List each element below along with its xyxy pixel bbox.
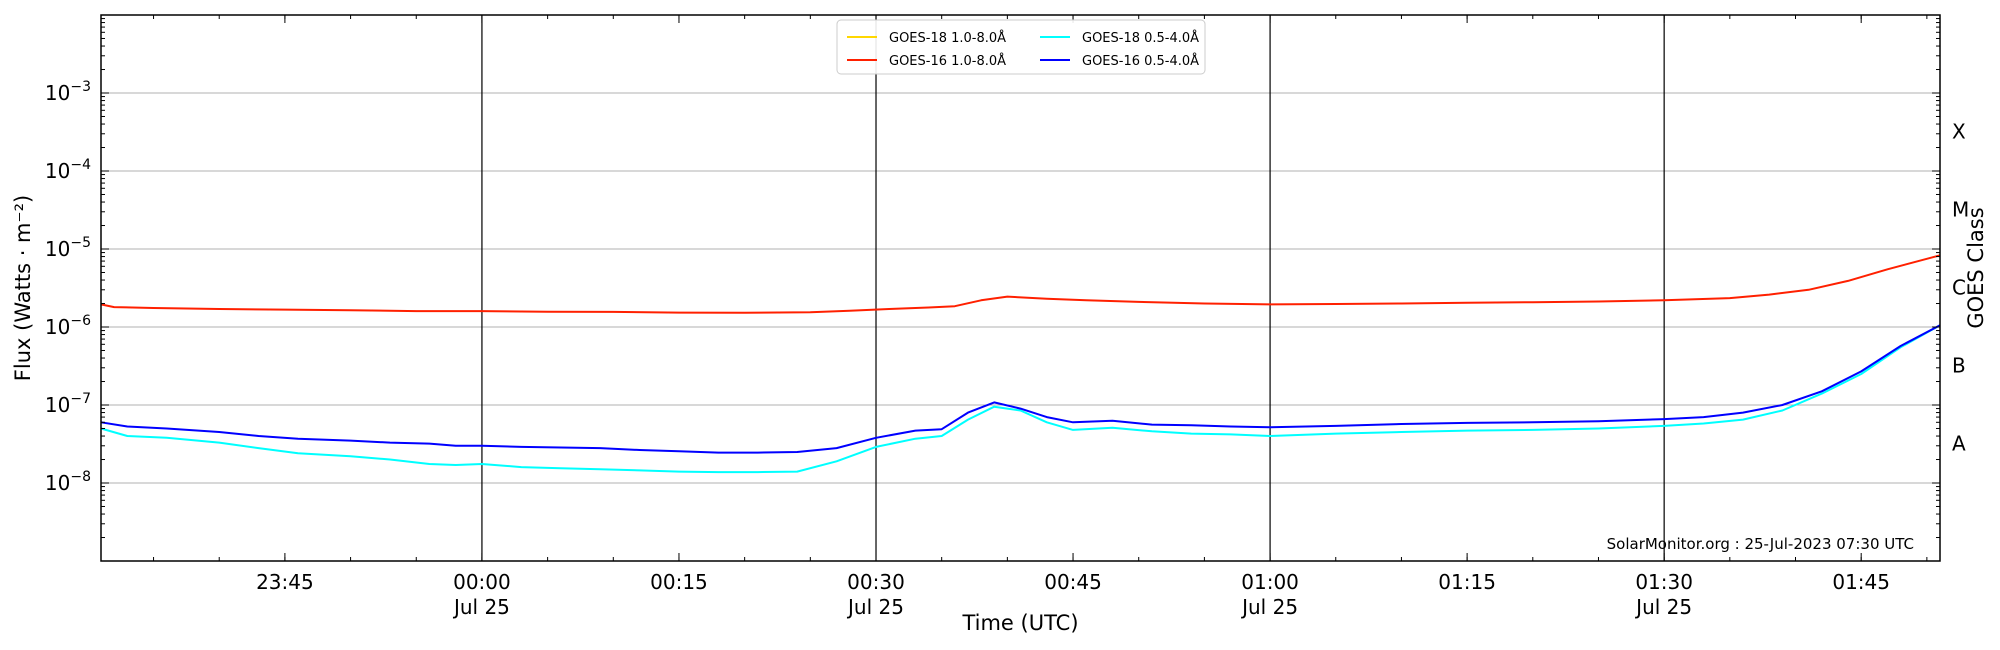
x-tick-label: 01:15	[1438, 570, 1496, 594]
x-tick-label: 01:30	[1635, 570, 1693, 594]
x-tick-label: 23:45	[256, 570, 314, 594]
goes-class-label: M	[1952, 198, 1969, 222]
x-tick-date-label: Jul 25	[846, 595, 904, 619]
y-tick-label: 10−6	[45, 313, 91, 339]
goes-class-label: X	[1952, 120, 1966, 144]
x-tick-date-label: Jul 25	[1634, 595, 1692, 619]
x-tick-label: 01:00	[1241, 570, 1299, 594]
x-tick-label: 00:30	[847, 570, 905, 594]
x-tick-label: 01:45	[1832, 570, 1890, 594]
goes-class-axis-label: GOES Class	[1964, 207, 1988, 328]
x-tick-label: 00:45	[1044, 570, 1102, 594]
x-tick-date-label: Jul 25	[1240, 595, 1298, 619]
plot-frame	[100, 14, 1941, 562]
x-axis-label: Time (UTC)	[961, 611, 1078, 635]
y-tick-label: 10−5	[45, 235, 91, 261]
y-tick-label: 10−7	[45, 391, 91, 417]
legend-entry: GOES-16 1.0-8.0Å	[889, 53, 1006, 69]
goes-class-label: C	[1952, 276, 1966, 300]
goes-class-label: B	[1952, 354, 1966, 378]
x-tick-date-label: Jul 25	[452, 595, 510, 619]
legend: GOES-18 1.0-8.0Å GOES-16 1.0-8.0Å GOES-18 …	[836, 19, 1206, 75]
legend-entry: GOES-18 1.0-8.0Å	[889, 30, 1006, 46]
flux-series	[100, 254, 1941, 474]
credit-text: SolarMonitor.org : 25-Jul-2023 07:30 UTC	[1607, 535, 1914, 553]
y-tick-label: 10−8	[45, 469, 91, 495]
series-line	[100, 324, 1941, 454]
legend-entry: GOES-18 0.5-4.0Å	[1082, 30, 1199, 46]
y-axis-label: Flux (Watts · m⁻²)	[11, 195, 35, 381]
day-separator-lines	[481, 15, 1665, 561]
y-tick-label: 10−4	[45, 157, 91, 183]
y-tick-label: 10−3	[45, 79, 91, 105]
x-tick-label: 00:15	[650, 570, 708, 594]
goes-class-label: A	[1952, 432, 1966, 456]
gridlines	[101, 92, 1940, 484]
legend-entry: GOES-16 0.5-4.0Å	[1082, 53, 1199, 69]
legend-box	[836, 19, 1206, 75]
x-tick-label: 00:00	[453, 570, 511, 594]
series-line	[100, 254, 1941, 314]
series-line	[100, 324, 1941, 474]
